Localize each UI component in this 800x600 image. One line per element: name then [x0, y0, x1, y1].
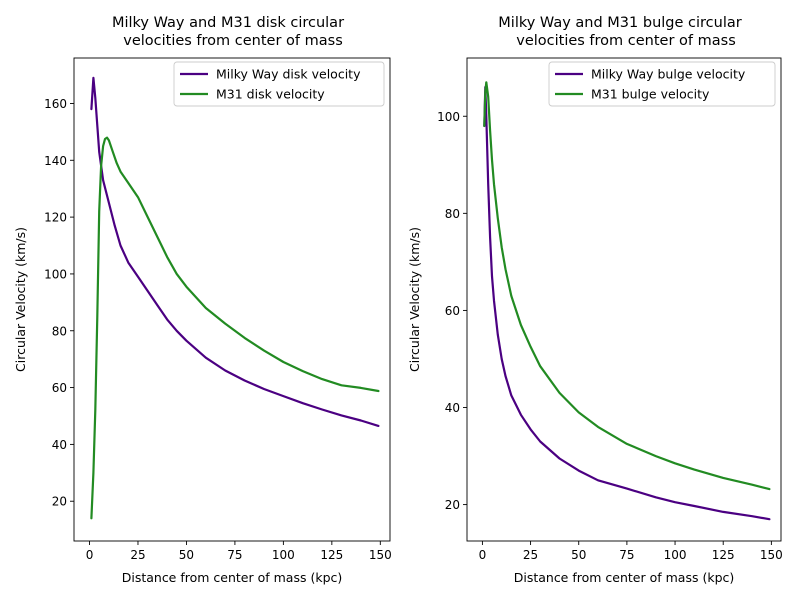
y-tick-label: 20 — [445, 498, 460, 512]
x-tick-label: 25 — [523, 548, 538, 562]
y-axis-label: Circular Velocity (km/s) — [13, 227, 28, 372]
y-tick-label: 60 — [52, 381, 67, 395]
y-tick-label: 100 — [44, 267, 67, 281]
x-tick-label: 25 — [130, 548, 145, 562]
panel-title-line1: Milky Way and M31 bulge circular — [498, 15, 741, 31]
series-line-m31 — [483, 81, 771, 491]
legend-box — [548, 61, 776, 107]
x-axis-label: Distance from center of mass (kpc) — [514, 570, 735, 585]
legend-box — [173, 61, 385, 107]
y-tick-label: 100 — [437, 110, 460, 124]
disk-velocity-panel: Milky Way and M31 disk circular velociti… — [13, 15, 392, 585]
panel-title-line1: Milky Way and M31 disk circular — [112, 15, 344, 31]
x-tick-label: 150 — [369, 548, 392, 562]
y-tick-label: 60 — [445, 304, 460, 318]
x-tick-label: 0 — [86, 548, 94, 562]
x-tick-label: 125 — [320, 548, 343, 562]
y-tick-label: 20 — [52, 495, 67, 509]
x-tick-label: 75 — [619, 548, 634, 562]
legend: Milky Way bulge velocity M31 bulge veloci… — [548, 61, 776, 107]
panel-title-line2: velocities from center of mass — [516, 33, 736, 49]
y-tick-label: 80 — [445, 207, 460, 221]
series-line-milky-way — [483, 85, 771, 521]
legend-label-m31: M31 bulge velocity — [591, 87, 710, 102]
x-tick-label: 125 — [712, 548, 735, 562]
legend-label-milky-way: Milky Way disk velocity — [216, 67, 361, 82]
panel-title-line2: velocities from center of mass — [123, 33, 343, 49]
axes-frame — [73, 57, 391, 542]
x-tick-label: 100 — [272, 548, 295, 562]
legend-label-milky-way: Milky Way bulge velocity — [591, 67, 746, 82]
y-tick-label: 40 — [52, 438, 67, 452]
y-tick-label: 80 — [52, 324, 67, 338]
y-tick-label: 40 — [445, 401, 460, 415]
x-tick-label: 150 — [760, 548, 783, 562]
x-tick-label: 75 — [227, 548, 242, 562]
y-tick-label: 140 — [44, 154, 67, 168]
legend-label-m31: M31 disk velocity — [216, 87, 325, 102]
x-tick-label: 50 — [571, 548, 586, 562]
y-axis-label: Circular Velocity (km/s) — [407, 227, 422, 372]
bulge-velocity-panel: Milky Way and M31 bulge circular velocit… — [407, 15, 783, 585]
y-tick-label: 160 — [44, 97, 67, 111]
series-line-milky-way — [90, 76, 380, 427]
x-tick-label: 0 — [479, 548, 487, 562]
x-tick-label: 100 — [664, 548, 687, 562]
legend: Milky Way disk velocity M31 disk velocity — [173, 61, 385, 107]
x-tick-label: 50 — [179, 548, 194, 562]
series-line-m31 — [90, 136, 380, 520]
axes-frame — [466, 57, 782, 542]
y-tick-label: 120 — [44, 211, 67, 225]
x-axis-label: Distance from center of mass (kpc) — [122, 570, 343, 585]
